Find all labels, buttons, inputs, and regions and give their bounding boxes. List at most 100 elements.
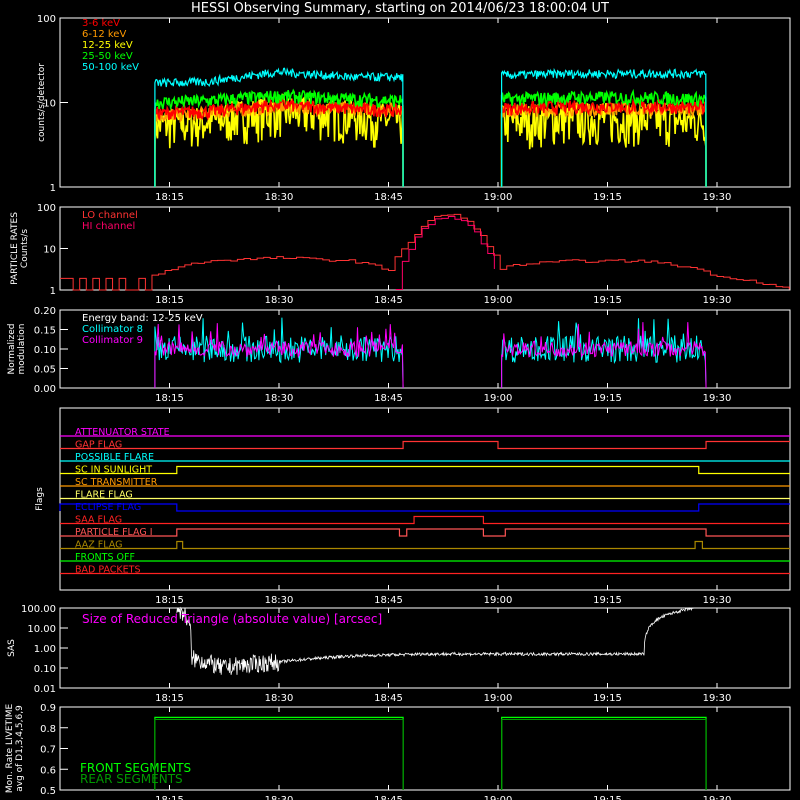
flag-label: AAZ FLAG xyxy=(75,540,122,551)
y-axis-label: modulation xyxy=(17,324,27,375)
flag-label: FLARE FLAG xyxy=(75,490,133,501)
x-tick-label: 18:45 xyxy=(374,795,403,800)
x-tick-label: 18:45 xyxy=(374,192,403,203)
y-tick-label: 0.7 xyxy=(40,745,56,756)
legend-entry: REAR SEGMENTS xyxy=(80,772,183,786)
flag-line-AAZ-FLAG xyxy=(60,540,790,550)
y-axis-label: Flags xyxy=(35,487,45,511)
x-tick-label: 19:30 xyxy=(703,595,732,606)
series-line-50-100-keV xyxy=(500,67,707,188)
flag-label: SAA FLAG xyxy=(75,515,122,526)
annotation: Size of Reduced Triangle (absolute value… xyxy=(82,612,382,626)
y-tick-label: 0.9 xyxy=(40,703,56,714)
legend-entry: 12-25 keV xyxy=(82,40,133,51)
y-axis-label: counts/s/detector xyxy=(37,63,47,142)
x-tick-label: 19:15 xyxy=(593,295,622,306)
flag-label: ECLIPSE FLAG xyxy=(75,502,141,513)
x-tick-label: 18:15 xyxy=(155,393,184,404)
y-axis-label: Normalized xyxy=(7,323,17,374)
x-tick-label: 18:45 xyxy=(374,393,403,404)
x-tick-label: 19:00 xyxy=(484,393,513,404)
y-tick-label: 100.00 xyxy=(21,604,56,615)
x-tick-label: 18:15 xyxy=(155,795,184,800)
x-tick-label: 19:15 xyxy=(593,693,622,704)
series-line-REAR-SEGMENTS xyxy=(154,718,404,790)
legend-entry: 25-50 keV xyxy=(82,51,133,62)
x-tick-label: 18:15 xyxy=(155,192,184,203)
x-tick-label: 18:30 xyxy=(265,295,294,306)
x-tick-label: 19:00 xyxy=(484,192,513,203)
legend-entry: 50-100 keV xyxy=(82,62,139,73)
y-tick-label: 0.05 xyxy=(34,365,56,376)
x-tick-label: 18:30 xyxy=(265,393,294,404)
x-tick-label: 18:15 xyxy=(155,295,184,306)
y-tick-label: 1 xyxy=(50,286,56,297)
x-tick-label: 18:30 xyxy=(265,192,294,203)
x-tick-label: 19:15 xyxy=(593,795,622,800)
series-line-FRONT-SEGMENTS xyxy=(154,716,404,790)
x-tick-label: 18:30 xyxy=(265,693,294,704)
series-line-Collimator-9 xyxy=(501,322,707,389)
series-line-FRONT-SEGMENTS xyxy=(501,716,707,790)
flag-label: PARTICLE FLAG I xyxy=(75,527,153,538)
y-tick-label: 1.00 xyxy=(34,644,56,655)
y-tick-label: 0.5 xyxy=(40,786,56,797)
flag-label: POSSIBLE FLARE xyxy=(75,452,154,463)
legend-entry: FRONT SEGMENTS xyxy=(80,761,191,775)
flag-line-ECLIPSE-FLAG xyxy=(59,503,790,512)
y-tick-label: 0.6 xyxy=(40,765,56,776)
y-tick-label: 10.00 xyxy=(27,624,56,635)
flag-label: SC TRANSMITTER xyxy=(75,477,158,488)
series-line-25-50-keV xyxy=(154,88,404,188)
y-tick-label: 100 xyxy=(37,203,56,214)
y-tick-label: 0.8 xyxy=(40,724,56,735)
x-tick-label: 18:15 xyxy=(155,693,184,704)
series-line-REAR-SEGMENTS xyxy=(501,718,707,790)
x-tick-label: 18:30 xyxy=(265,795,294,800)
legend-entry: Collimator 8 xyxy=(82,324,143,335)
page-title: HESSI Observing Summary, starting on 201… xyxy=(191,1,609,16)
flag-line-SC-IN-SUNLIGHT xyxy=(60,465,790,475)
y-axis-label: Mon. Rate LIVETIME xyxy=(5,704,15,794)
series-line-Collimator-9 xyxy=(154,323,404,389)
legend-entry: 3-6 keV xyxy=(82,18,120,29)
series-line-3-6-keV xyxy=(154,96,404,188)
y-axis-label: avg of D1,3,4,5,6,9 xyxy=(15,705,25,792)
x-tick-label: 19:30 xyxy=(703,795,732,800)
y-tick-label: 0.15 xyxy=(34,326,56,337)
sas-series-line xyxy=(176,606,695,675)
y-tick-label: 10 xyxy=(43,245,56,256)
legend-entry: Collimator 9 xyxy=(82,335,143,346)
annotation: Energy band: 12-25 keV xyxy=(82,313,203,324)
y-tick-label: 0.00 xyxy=(34,384,56,395)
flag-label: GAP FLAG xyxy=(75,440,122,451)
x-tick-label: 18:30 xyxy=(265,595,294,606)
flag-label: SC IN SUNLIGHT xyxy=(75,465,152,476)
y-tick-label: 1 xyxy=(50,183,56,194)
particle-rate-panel xyxy=(59,206,791,291)
y-axis-label: Counts/s xyxy=(20,229,30,268)
y-tick-label: 0.10 xyxy=(34,664,56,675)
x-tick-label: 19:15 xyxy=(593,393,622,404)
x-tick-label: 19:30 xyxy=(703,295,732,306)
flag-line-SAA-FLAG xyxy=(60,515,790,525)
series-line-Collimator-8 xyxy=(154,317,404,389)
series-line-12-25-keV xyxy=(500,102,707,188)
legend-entry: 6-12 keV xyxy=(82,29,126,40)
series-line-50-100-keV xyxy=(154,67,404,188)
series-line-3-6-keV xyxy=(500,98,707,188)
flag-label: BAD PACKETS xyxy=(75,565,141,576)
x-tick-label: 19:00 xyxy=(484,295,513,306)
x-tick-label: 19:15 xyxy=(593,192,622,203)
y-tick-label: 0.20 xyxy=(34,306,56,317)
flag-line-PARTICLE-FLAG-I xyxy=(60,528,790,537)
y-axis-label: PARTICLE RATES xyxy=(10,212,20,285)
series-line-Collimator-8 xyxy=(501,318,707,389)
x-tick-label: 18:45 xyxy=(374,295,403,306)
series-line-25-50-keV xyxy=(500,88,707,188)
x-tick-label: 19:00 xyxy=(484,595,513,606)
series-line-HI-channel xyxy=(395,216,495,291)
x-tick-label: 19:00 xyxy=(484,693,513,704)
legend-entry: LO channel xyxy=(82,210,138,221)
